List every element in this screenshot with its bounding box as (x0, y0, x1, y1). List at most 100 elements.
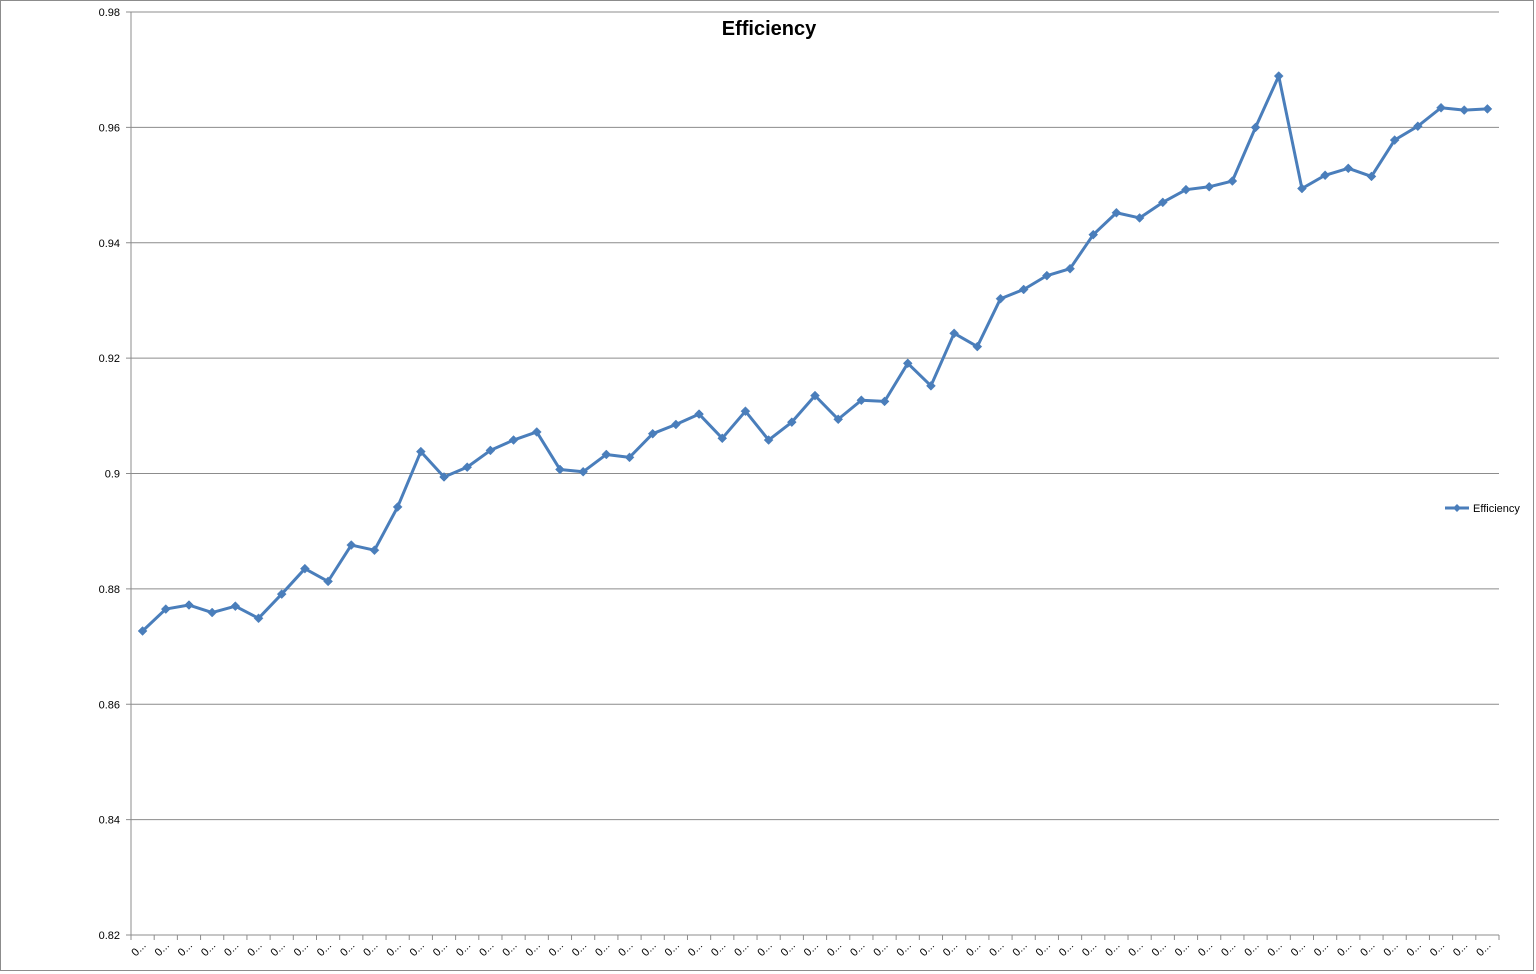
data-point (300, 563, 310, 574)
data-point (578, 466, 588, 477)
data-point (1320, 170, 1330, 181)
x-tick-label: 0... (825, 940, 844, 959)
data-point (253, 613, 264, 624)
data-point (949, 328, 959, 339)
series-efficiency (137, 71, 1493, 636)
data-point (276, 589, 287, 599)
x-tick-label: 0... (1057, 940, 1076, 959)
x-tick-label: 0... (1381, 940, 1400, 959)
gridlines (131, 11, 1499, 821)
x-tick-label: 0... (1451, 940, 1470, 959)
x-tick-label: 0... (1312, 940, 1331, 959)
data-point (1459, 105, 1470, 115)
x-tick-label: 0... (361, 940, 380, 959)
data-point (1065, 263, 1075, 274)
x-tick-label: 0... (1034, 940, 1053, 959)
data-point (207, 607, 218, 618)
data-point (184, 600, 194, 610)
data-point (1134, 213, 1145, 223)
data-point (856, 395, 867, 406)
data-point (462, 462, 473, 473)
data-point (902, 358, 913, 369)
data-point (1227, 176, 1238, 186)
data-point (1181, 184, 1191, 195)
data-point (1343, 163, 1354, 174)
data-point (601, 449, 612, 460)
x-tick-label: 0... (500, 940, 519, 959)
y-tick-label: 0.94 (99, 238, 120, 250)
x-tick-label: 0... (1474, 940, 1493, 959)
x-tick-label: 0... (802, 940, 821, 959)
x-tick-label: 0... (454, 940, 473, 959)
x-tick-label: 0... (1196, 940, 1215, 959)
x-tick-label: 0... (663, 940, 682, 959)
x-tick-label: 0... (1126, 940, 1145, 959)
x-tick-label: 0... (709, 940, 728, 959)
x-axis-tick-labels: 0... 0... 0... 0... 0... 0... 0... 0... 0... 0...… (129, 940, 1493, 959)
data-point (995, 293, 1006, 304)
y-tick-label: 0.92 (99, 353, 120, 365)
x-tick-label: 0... (477, 940, 496, 959)
x-tick-label: 0... (524, 940, 543, 959)
x-tick-label: 0... (176, 940, 195, 959)
data-point (1250, 122, 1261, 133)
data-point (1042, 270, 1052, 281)
data-point (160, 604, 171, 614)
x-tick-label: 0... (895, 940, 914, 959)
data-point (717, 433, 728, 444)
x-tick-label: 0... (408, 940, 427, 959)
data-point (671, 419, 681, 430)
x-tick-label: 0... (384, 940, 403, 959)
x-tick-label: 0... (547, 940, 566, 959)
x-tick-label: 0... (964, 940, 983, 959)
y-axis-tick-labels: 0.82 0.84 0.86 0.88 0.9 0.92 0.94 0.96 0.98 (99, 7, 120, 942)
data-point (415, 446, 426, 457)
x-tick-label: 0... (1219, 940, 1238, 959)
data-point (1389, 135, 1400, 145)
data-point (531, 427, 542, 437)
data-point (323, 576, 333, 587)
x-tick-label: 0... (848, 940, 867, 959)
data-point (1273, 71, 1284, 81)
y-tick-label: 0.88 (99, 584, 120, 596)
chart-title: Efficiency (722, 18, 817, 40)
x-tick-label: 0... (431, 940, 450, 959)
data-point (926, 380, 936, 391)
x-tick-label: 0... (1173, 940, 1192, 959)
data-point (624, 452, 635, 463)
legend: Efficiency (1445, 503, 1520, 515)
x-tick-label: 0... (593, 940, 612, 959)
axes (126, 11, 1500, 940)
y-tick-label: 0.86 (99, 699, 120, 711)
y-tick-label: 0.82 (99, 930, 120, 942)
x-tick-label: 0... (338, 940, 357, 959)
data-point (392, 502, 403, 512)
data-point (439, 472, 449, 482)
x-tick-label: 0... (153, 940, 172, 959)
data-point (1088, 229, 1099, 240)
legend-label: Efficiency (1473, 503, 1520, 515)
x-tick-label: 0... (570, 940, 589, 959)
x-tick-label: 0... (1010, 940, 1029, 959)
x-tick-label: 0... (732, 940, 751, 959)
data-point (346, 540, 357, 550)
x-tick-label: 0... (941, 940, 960, 959)
x-tick-label: 0... (987, 940, 1006, 959)
x-tick-label: 0... (755, 940, 774, 959)
data-point (1412, 121, 1423, 132)
x-tick-label: 0... (199, 940, 218, 959)
x-tick-label: 0... (779, 940, 798, 959)
x-tick-label: 0... (616, 940, 635, 959)
data-point (786, 417, 797, 428)
x-tick-label: 0... (1428, 940, 1447, 959)
data-point (1157, 197, 1168, 208)
x-tick-label: 0... (1358, 940, 1377, 959)
x-tick-label: 0... (1289, 940, 1308, 959)
x-tick-label: 0... (222, 940, 241, 959)
x-tick-label: 0... (1335, 940, 1354, 959)
data-point (972, 341, 983, 352)
data-point (508, 435, 519, 445)
x-tick-label: 0... (1266, 940, 1285, 959)
x-tick-label: 0... (871, 940, 890, 959)
